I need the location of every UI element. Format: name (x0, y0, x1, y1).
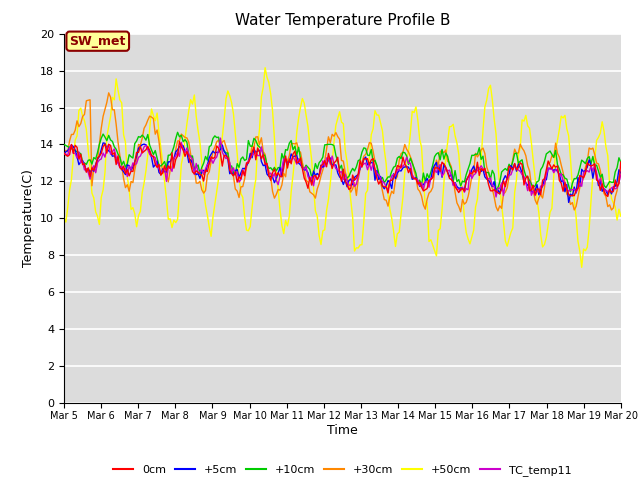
Y-axis label: Temperature(C): Temperature(C) (22, 169, 35, 267)
Legend: 0cm, +5cm, +10cm, +30cm, +50cm, TC_temp11: 0cm, +5cm, +10cm, +30cm, +50cm, TC_temp1… (109, 460, 576, 480)
X-axis label: Time: Time (327, 424, 358, 437)
Text: SW_met: SW_met (70, 35, 126, 48)
Title: Water Temperature Profile B: Water Temperature Profile B (235, 13, 450, 28)
